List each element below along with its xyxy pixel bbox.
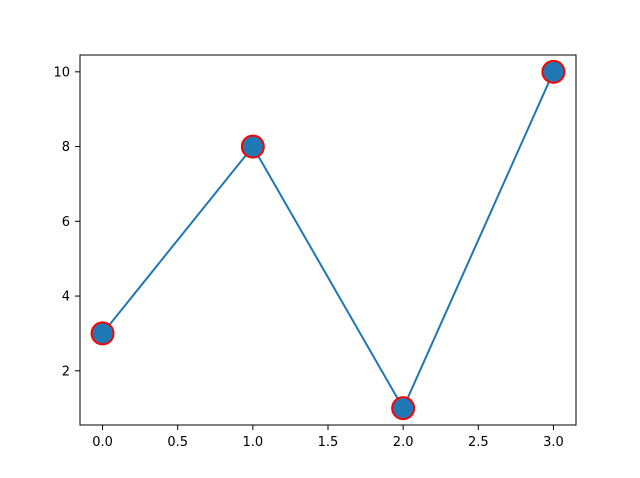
y-tick-label: 2 [62, 364, 70, 379]
x-tick-label: 1.0 [243, 435, 264, 450]
y-tick-label: 10 [53, 65, 70, 80]
x-tick-label: 0.0 [92, 435, 113, 450]
data-point-marker [391, 396, 416, 421]
y-tick-label: 8 [62, 140, 70, 155]
data-point-marker [541, 59, 566, 84]
data-point-marker [90, 321, 115, 346]
data-point-marker [240, 134, 265, 159]
y-tick-label: 4 [62, 290, 70, 305]
x-tick-label: 2.5 [468, 435, 489, 450]
data-line [101, 70, 555, 410]
y-tick-label: 6 [62, 215, 70, 230]
x-tick-label: 0.5 [167, 435, 188, 450]
x-tick-label: 2.0 [393, 435, 414, 450]
axes-frame [79, 54, 577, 426]
x-tick-label: 1.5 [318, 435, 339, 450]
x-tick-label: 3.0 [543, 435, 564, 450]
